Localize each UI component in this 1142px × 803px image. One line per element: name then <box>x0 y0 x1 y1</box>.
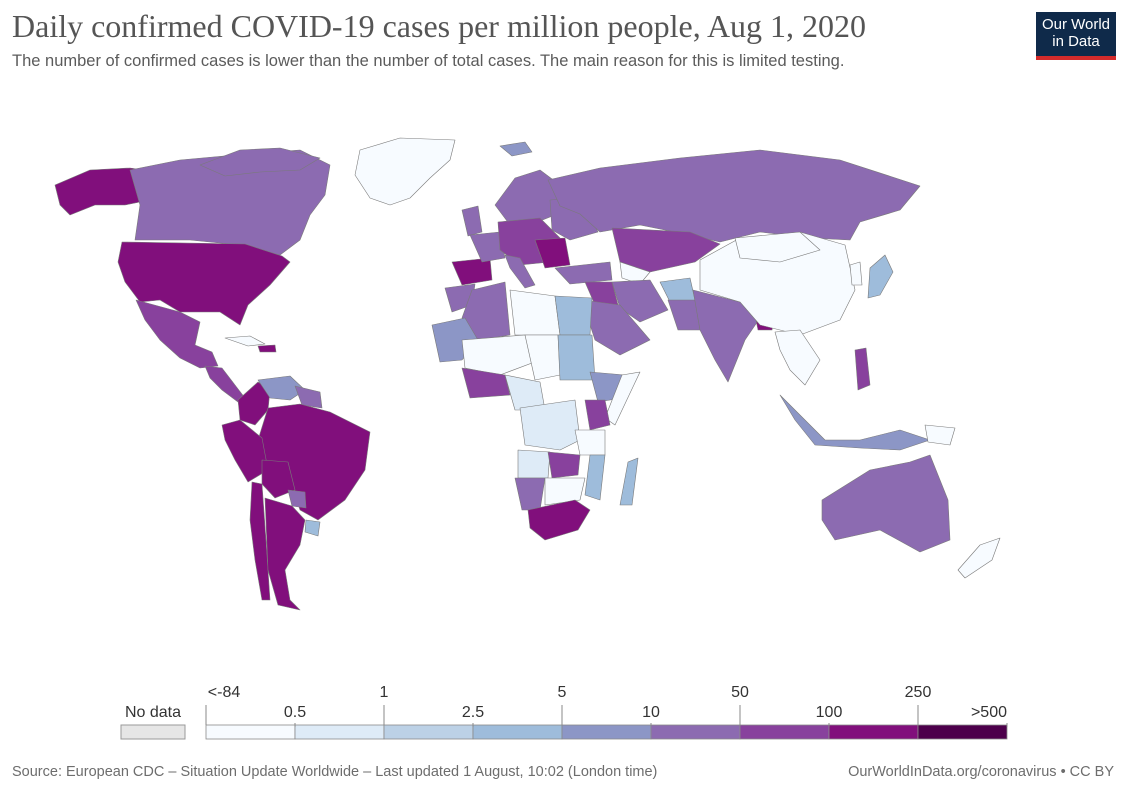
logo-line-1: Our World <box>1041 16 1111 33</box>
country-south-africa[interactable] <box>527 499 591 541</box>
legend-no-data-label: No data <box>125 704 181 721</box>
legend-bin-0[interactable] <box>205 724 296 740</box>
country-madagascar[interactable] <box>619 457 639 506</box>
country-uruguay[interactable] <box>304 519 321 537</box>
country-somalia[interactable] <box>604 371 641 426</box>
country-greenland[interactable] <box>354 137 456 206</box>
country-namibia[interactable] <box>514 477 546 511</box>
country-tanzania[interactable] <box>574 429 606 456</box>
country-korea[interactable] <box>849 261 863 286</box>
country-guianas[interactable] <box>294 385 323 409</box>
country-norway-sweden-finland[interactable] <box>494 169 561 226</box>
country-canada-arctic-islands[interactable] <box>199 147 321 177</box>
footer-url[interactable]: OurWorldInData.org/coronavirus • CC BY <box>848 764 1114 780</box>
country-uk[interactable] <box>461 205 483 237</box>
country-botswana-zimbabwe[interactable] <box>544 477 586 506</box>
chart-title: Daily confirmed COVID-19 cases per milli… <box>12 8 867 44</box>
country-turkey[interactable] <box>554 261 613 285</box>
country-france[interactable] <box>469 231 506 263</box>
country-australia[interactable] <box>821 454 951 553</box>
country-egypt[interactable] <box>554 295 593 336</box>
legend-bottom-label-3: 100 <box>816 704 843 721</box>
country-spain-portugal[interactable] <box>451 257 493 286</box>
legend-bin-4[interactable] <box>561 724 652 740</box>
country-chile[interactable] <box>249 481 271 601</box>
country-cameroon-region[interactable] <box>504 374 546 411</box>
country-japan[interactable] <box>867 254 894 299</box>
country-peru[interactable] <box>221 419 269 483</box>
country-pakistan[interactable] <box>667 299 701 331</box>
country-kenya[interactable] <box>584 399 611 431</box>
legend-top-label-3: 50 <box>731 684 749 701</box>
country-chad[interactable] <box>524 334 561 381</box>
legend-bottom-label-4: >500 <box>971 704 1007 721</box>
legend-bottom-labels: 0.5 2.5 10 100 >500 <box>284 704 1007 721</box>
legend: No data <-84 1 5 50 250 0.5 2.5 10 100 >500 <box>120 684 1008 740</box>
legend-bin-2[interactable] <box>383 724 474 740</box>
legend-top-label-2: 5 <box>558 684 567 701</box>
country-mongolia[interactable] <box>734 231 821 263</box>
country-usa-alaska[interactable] <box>54 167 159 216</box>
country-iran[interactable] <box>611 279 669 323</box>
country-argentina[interactable] <box>264 497 306 611</box>
country-caribbean[interactable] <box>257 344 277 353</box>
country-zambia[interactable] <box>547 451 581 479</box>
country-new-zealand[interactable] <box>957 537 1001 579</box>
country-cuba[interactable] <box>224 335 266 347</box>
footer-source: Source: European CDC – Situation Update … <box>12 764 658 780</box>
country-saudi-arabia[interactable] <box>581 299 651 356</box>
legend-bottom-label-0: 0.5 <box>284 704 306 721</box>
legend-bins <box>205 705 1008 740</box>
legend-top-labels: <-84 1 5 50 250 <box>208 684 932 701</box>
country-philippines[interactable] <box>854 347 871 391</box>
legend-bin-5[interactable] <box>650 724 741 740</box>
legend-no-data-swatch[interactable] <box>120 724 186 740</box>
legend-top-label-0: <-84 <box>208 684 241 701</box>
country-southeast-asia[interactable] <box>774 329 821 386</box>
country-usa[interactable] <box>117 241 291 326</box>
legend-top-label-4: 250 <box>905 684 932 701</box>
country-mexico[interactable] <box>135 299 219 369</box>
legend-bin-3[interactable] <box>472 724 563 740</box>
logo-line-2: in Data <box>1052 33 1100 50</box>
legend-bottom-label-1: 2.5 <box>462 704 484 721</box>
legend-top-label-1: 1 <box>380 684 389 701</box>
legend-bin-7[interactable] <box>828 724 919 740</box>
country-iceland[interactable] <box>499 141 533 157</box>
country-angola[interactable] <box>517 449 551 479</box>
country-central-america[interactable] <box>204 365 246 403</box>
country-bolivia[interactable] <box>261 459 296 499</box>
legend-bin-6[interactable] <box>739 724 830 740</box>
country-balkans[interactable] <box>534 237 571 269</box>
country-russia[interactable] <box>547 149 921 243</box>
owid-logo[interactable]: Our World in Data <box>1036 12 1116 60</box>
country-drc[interactable] <box>519 399 581 451</box>
country-indonesia[interactable] <box>779 394 931 451</box>
chart-subtitle: The number of confirmed cases is lower t… <box>12 52 845 70</box>
country-mozambique[interactable] <box>584 454 606 501</box>
country-paraguay[interactable] <box>287 489 307 509</box>
legend-bottom-label-2: 10 <box>642 704 660 721</box>
country-libya[interactable] <box>509 289 561 336</box>
country-ghana-nigeria[interactable] <box>461 367 511 399</box>
legend-bin-1[interactable] <box>294 724 385 740</box>
country-italy[interactable] <box>504 254 536 289</box>
country-mali-niger[interactable] <box>461 334 541 376</box>
country-sudan[interactable] <box>557 334 596 381</box>
legend-bin-8[interactable] <box>917 724 1008 740</box>
country-papua-new-guinea[interactable] <box>924 424 956 446</box>
country-venezuela[interactable] <box>257 375 306 401</box>
